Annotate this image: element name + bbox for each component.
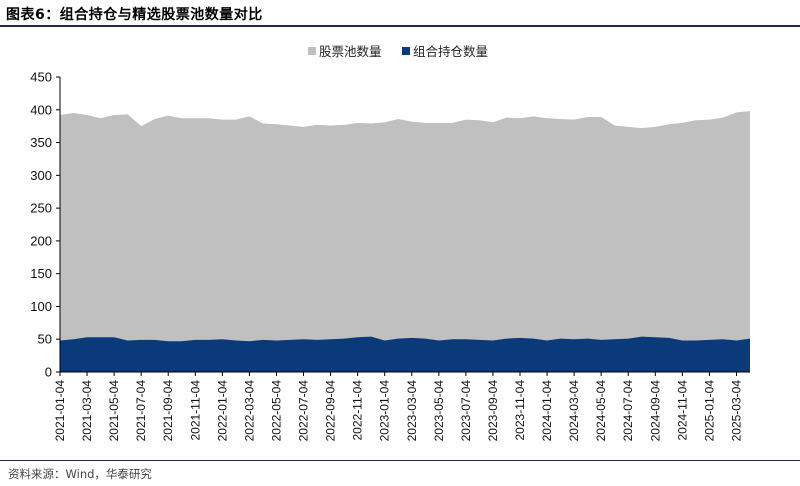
x-tick-label: 2022-05-04 bbox=[269, 380, 283, 442]
legend-swatch-1 bbox=[402, 47, 410, 55]
legend-swatch-0 bbox=[308, 47, 316, 55]
title-divider bbox=[0, 25, 800, 27]
x-tick-label: 2023-07-04 bbox=[459, 380, 473, 442]
y-tick-label: 0 bbox=[45, 365, 52, 380]
x-tick-label: 2021-07-04 bbox=[134, 380, 148, 442]
x-tick-label: 2023-01-04 bbox=[378, 380, 392, 442]
x-tick-label: 2022-03-04 bbox=[242, 380, 256, 442]
x-tick-label: 2021-01-04 bbox=[53, 380, 67, 442]
x-tick-label: 2021-09-04 bbox=[161, 380, 175, 442]
y-tick-label: 300 bbox=[30, 168, 52, 183]
y-tick-label: 100 bbox=[30, 299, 52, 314]
y-tick-label: 400 bbox=[30, 102, 52, 117]
x-tick-label: 2023-11-04 bbox=[513, 380, 527, 441]
x-tick-label: 2023-03-04 bbox=[405, 380, 419, 442]
legend-label-1: 组合持仓数量 bbox=[413, 44, 488, 59]
footer-divider bbox=[0, 460, 800, 461]
area-chart: 股票池数量 组合持仓数量 0 50 100 150 200 250 300 350 400 450 2… bbox=[30, 44, 750, 442]
x-tick-label: 2022-11-04 bbox=[351, 380, 365, 441]
y-tick-label: 200 bbox=[30, 233, 52, 248]
x-tick-label: 2021-03-04 bbox=[80, 380, 94, 442]
series-area-0 bbox=[60, 111, 750, 372]
chart-legend: 股票池数量 组合持仓数量 bbox=[308, 44, 488, 59]
series-area-1 bbox=[60, 336, 750, 372]
y-tick-label: 250 bbox=[30, 201, 52, 216]
x-tick-label: 2022-07-04 bbox=[297, 380, 311, 442]
y-tick-label: 450 bbox=[30, 70, 52, 85]
x-tick-label: 2024-09-04 bbox=[648, 380, 662, 442]
x-tick-label: 2025-01-04 bbox=[702, 380, 716, 442]
y-tick-label: 150 bbox=[30, 266, 52, 281]
chart-title: 图表6：组合持仓与精选股票池数量对比 bbox=[6, 7, 263, 23]
x-tick-label: 2022-09-04 bbox=[324, 380, 338, 442]
x-tick-label: 2023-09-04 bbox=[486, 380, 500, 442]
x-tick-label: 2024-01-04 bbox=[540, 380, 554, 442]
x-tick-label: 2024-05-04 bbox=[594, 380, 608, 442]
x-tick-label: 2024-07-04 bbox=[621, 380, 635, 442]
source-note: 资料来源：Wind，华泰研究 bbox=[8, 467, 152, 481]
x-tick-label: 2022-01-04 bbox=[215, 380, 229, 442]
y-tick-label: 350 bbox=[30, 135, 52, 150]
legend-label-0: 股票池数量 bbox=[319, 44, 382, 59]
x-tick-label: 2024-11-04 bbox=[675, 380, 689, 441]
chart-plot-area bbox=[60, 111, 750, 372]
x-tick-label: 2025-03-04 bbox=[729, 380, 743, 442]
x-tick-label: 2023-05-04 bbox=[432, 380, 446, 442]
chart-axes: 0 50 100 150 200 250 300 350 400 450 2021-01-04 202… bbox=[30, 70, 750, 442]
x-tick-label: 2024-03-04 bbox=[567, 380, 581, 442]
x-tick-label: 2021-11-04 bbox=[188, 380, 202, 441]
y-tick-label: 50 bbox=[38, 332, 52, 347]
x-tick-label: 2021-05-04 bbox=[107, 380, 121, 442]
